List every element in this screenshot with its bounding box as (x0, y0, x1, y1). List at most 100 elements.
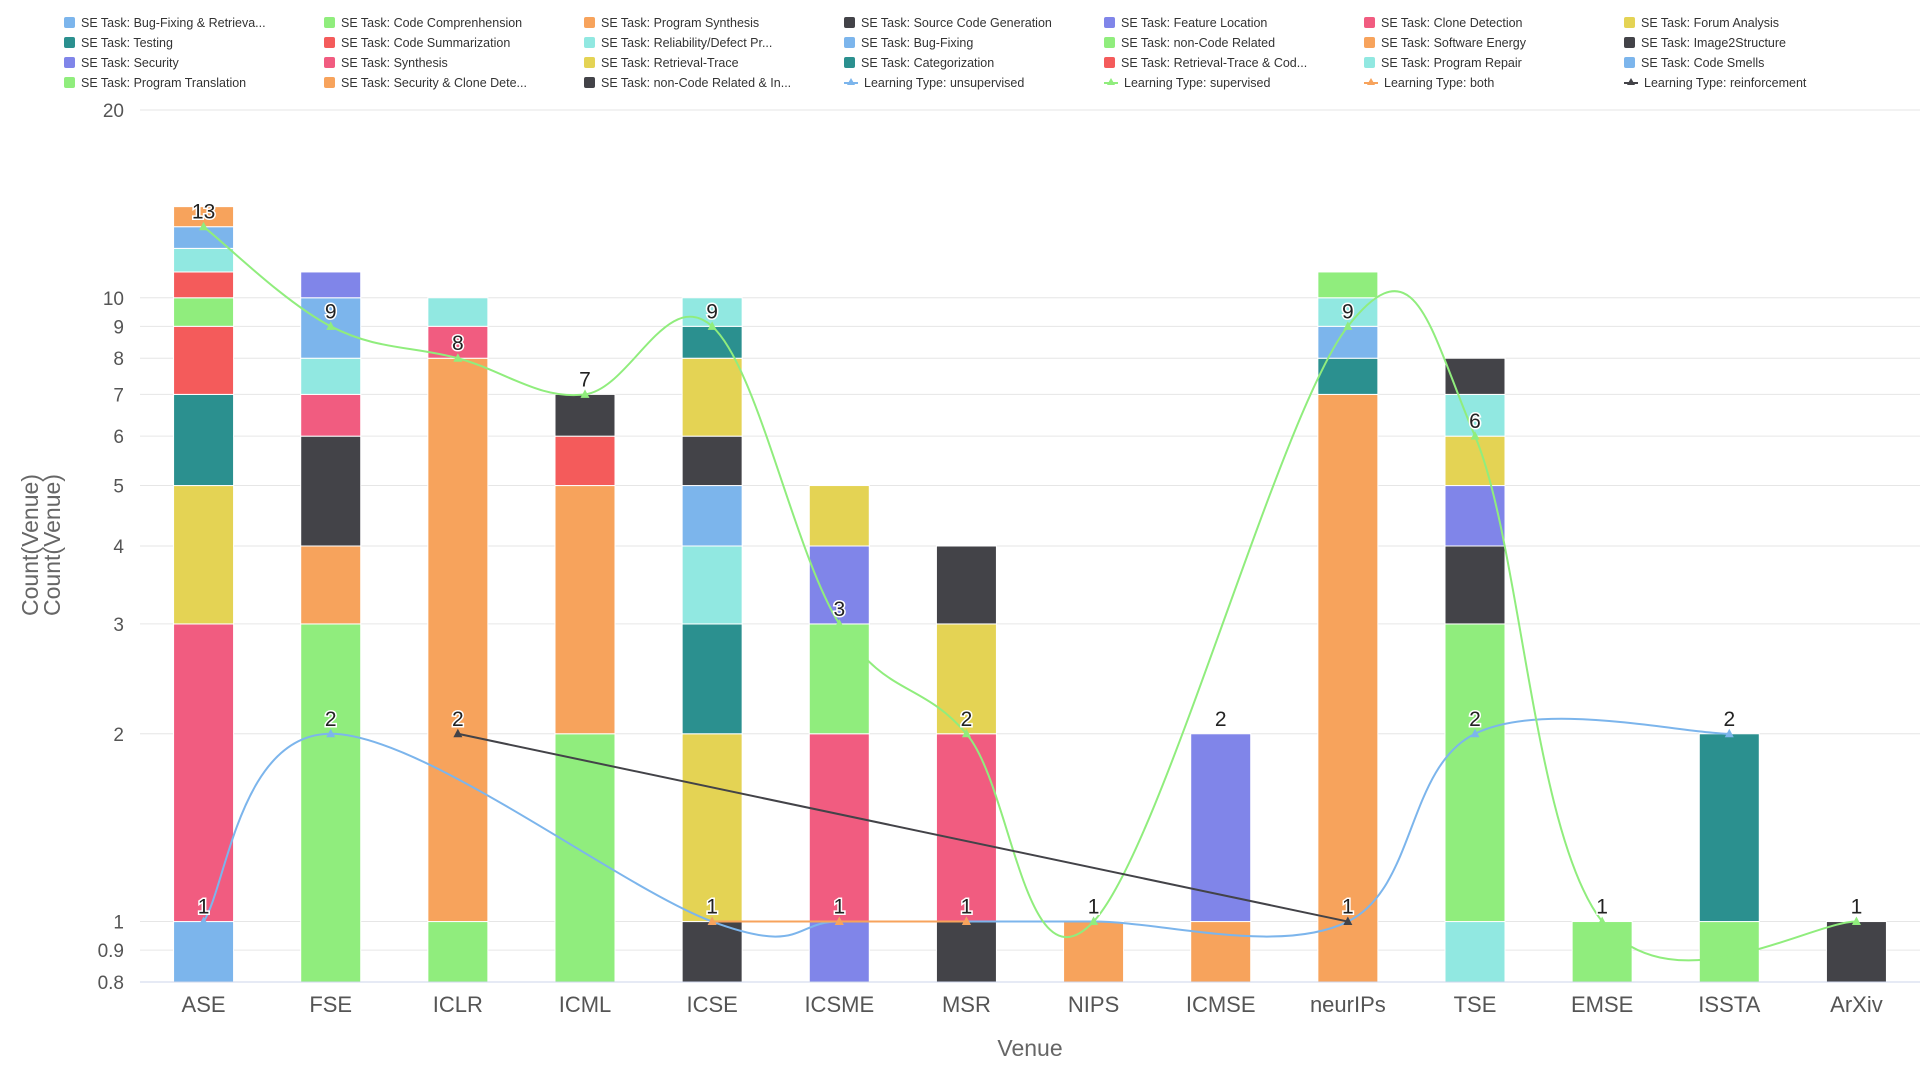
series-point[interactable] (326, 728, 336, 738)
series-point[interactable] (1470, 431, 1480, 440)
series-point[interactable] (1724, 728, 1734, 738)
legend-item[interactable]: SE Task: Program Translation (64, 74, 324, 91)
legend-item[interactable]: SE Task: Retrieval-Trace (584, 54, 844, 71)
bar-segment[interactable] (300, 623, 362, 983)
series-point[interactable] (834, 916, 844, 926)
series-point[interactable] (453, 353, 463, 362)
bar-segment[interactable] (808, 733, 870, 923)
bar-segment[interactable] (173, 485, 235, 625)
bar-segment[interactable] (300, 271, 362, 299)
bar-segment[interactable] (1444, 545, 1506, 625)
bar-segment[interactable] (300, 545, 362, 625)
series-point[interactable] (834, 618, 844, 628)
legend-item[interactable]: Learning Type: reinforcement (1624, 74, 1884, 91)
series-point[interactable] (580, 389, 590, 398)
bar-segment[interactable] (681, 435, 743, 487)
legend-item[interactable]: SE Task: Security & Clone Dete... (324, 74, 584, 91)
bar-segment[interactable] (681, 325, 743, 359)
bar-segment[interactable] (681, 733, 743, 923)
bar-segment[interactable] (173, 393, 235, 487)
series-point[interactable] (326, 321, 336, 330)
series-point[interactable] (961, 728, 971, 738)
bar-segment[interactable] (1698, 733, 1760, 923)
legend-item[interactable]: SE Task: Categorization (844, 54, 1104, 71)
legend-item[interactable]: SE Task: Source Code Generation (844, 14, 1104, 31)
bar-segment[interactable] (808, 623, 870, 735)
series-point[interactable] (199, 916, 209, 926)
bar-segment[interactable] (1444, 485, 1506, 547)
legend-item[interactable]: SE Task: Synthesis (324, 54, 584, 71)
bar-segment[interactable] (935, 921, 997, 983)
bar-segment[interactable] (681, 485, 743, 547)
bar-segment[interactable] (427, 921, 489, 983)
bar-segment[interactable] (1317, 357, 1379, 395)
bar-segment[interactable] (808, 485, 870, 547)
bar-segment[interactable] (1571, 921, 1633, 983)
bar-segment[interactable] (681, 623, 743, 735)
bar-segment[interactable] (1444, 393, 1506, 437)
bar-segment[interactable] (1317, 271, 1379, 299)
legend-item[interactable]: SE Task: Testing (64, 34, 324, 51)
legend-item[interactable]: SE Task: Bug-Fixing (844, 34, 1104, 51)
legend-item[interactable]: SE Task: Feature Location (1104, 14, 1364, 31)
legend-item[interactable]: SE Task: non-Code Related (1104, 34, 1364, 51)
legend-item[interactable]: Learning Type: unsupervised (844, 74, 1104, 91)
bar-segment[interactable] (300, 435, 362, 547)
bar-segment[interactable] (1444, 623, 1506, 923)
series-line[interactable] (202, 225, 1857, 962)
bar-segment[interactable] (173, 297, 235, 327)
legend-item[interactable]: SE Task: Code Summarization (324, 34, 584, 51)
bar-segment[interactable] (1825, 921, 1887, 983)
series-point[interactable] (453, 728, 463, 738)
series-point[interactable] (1089, 916, 1099, 926)
bar-segment[interactable] (173, 325, 235, 395)
legend-item[interactable]: SE Task: Code Smells (1624, 54, 1884, 71)
bar-segment[interactable] (681, 921, 743, 983)
legend-item[interactable]: SE Task: Image2Structure (1624, 34, 1884, 51)
bar-segment[interactable] (681, 357, 743, 437)
bar-segment[interactable] (1444, 357, 1506, 395)
series-point[interactable] (707, 916, 717, 926)
legend-item[interactable]: SE Task: non-Code Related & In... (584, 74, 844, 91)
bar-segment[interactable] (935, 623, 997, 735)
series-point[interactable] (1343, 321, 1353, 330)
bar-segment[interactable] (1317, 393, 1379, 983)
bar-segment[interactable] (173, 921, 235, 983)
bar-segment[interactable] (681, 545, 743, 625)
bar-segment[interactable] (554, 733, 616, 983)
legend-item[interactable]: SE Task: Software Energy (1364, 34, 1624, 51)
series-point[interactable] (961, 916, 971, 926)
series-point[interactable] (1597, 916, 1607, 926)
bar-segment[interactable] (427, 297, 489, 327)
legend-item[interactable]: SE Task: Security (64, 54, 324, 71)
bar-segment[interactable] (300, 393, 362, 437)
bar-segment[interactable] (1190, 921, 1252, 983)
legend-item[interactable]: SE Task: Forum Analysis (1624, 14, 1884, 31)
bar-segment[interactable] (554, 435, 616, 487)
bar-segment[interactable] (1317, 325, 1379, 359)
series-point[interactable] (1470, 728, 1480, 738)
series-point[interactable] (707, 321, 717, 330)
series-point[interactable] (199, 221, 209, 231)
bar-segment[interactable] (427, 357, 489, 923)
legend-item[interactable]: SE Task: Code Comprenhension (324, 14, 584, 31)
series-point[interactable] (1851, 916, 1861, 926)
bar-segment[interactable] (173, 271, 235, 299)
series-line[interactable] (457, 732, 1349, 923)
series-point[interactable] (1343, 916, 1353, 926)
legend-item[interactable]: SE Task: Program Synthesis (584, 14, 844, 31)
legend-item[interactable]: SE Task: Clone Detection (1364, 14, 1624, 31)
bar-segment[interactable] (1063, 921, 1125, 983)
bar-segment[interactable] (300, 357, 362, 395)
bar-segment[interactable] (808, 921, 870, 983)
legend-item[interactable]: SE Task: Reliability/Defect Pr... (584, 34, 844, 51)
bar-segment[interactable] (427, 325, 489, 359)
legend-item[interactable]: SE Task: Retrieval-Trace & Cod... (1104, 54, 1364, 71)
bar-segment[interactable] (1190, 733, 1252, 923)
legend-item[interactable]: Learning Type: both (1364, 74, 1624, 91)
bar-segment[interactable] (173, 247, 235, 273)
bar-segment[interactable] (554, 393, 616, 437)
bar-segment[interactable] (935, 545, 997, 625)
bar-segment[interactable] (554, 485, 616, 735)
bar-segment[interactable] (173, 623, 235, 923)
